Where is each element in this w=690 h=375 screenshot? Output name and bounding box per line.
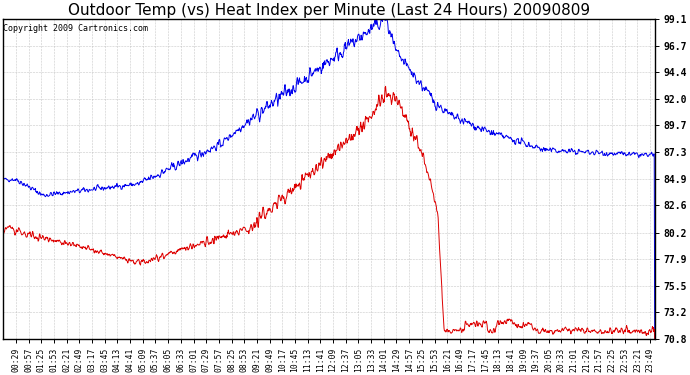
- Title: Outdoor Temp (vs) Heat Index per Minute (Last 24 Hours) 20090809: Outdoor Temp (vs) Heat Index per Minute …: [68, 3, 590, 18]
- Text: Copyright 2009 Cartronics.com: Copyright 2009 Cartronics.com: [3, 24, 148, 33]
